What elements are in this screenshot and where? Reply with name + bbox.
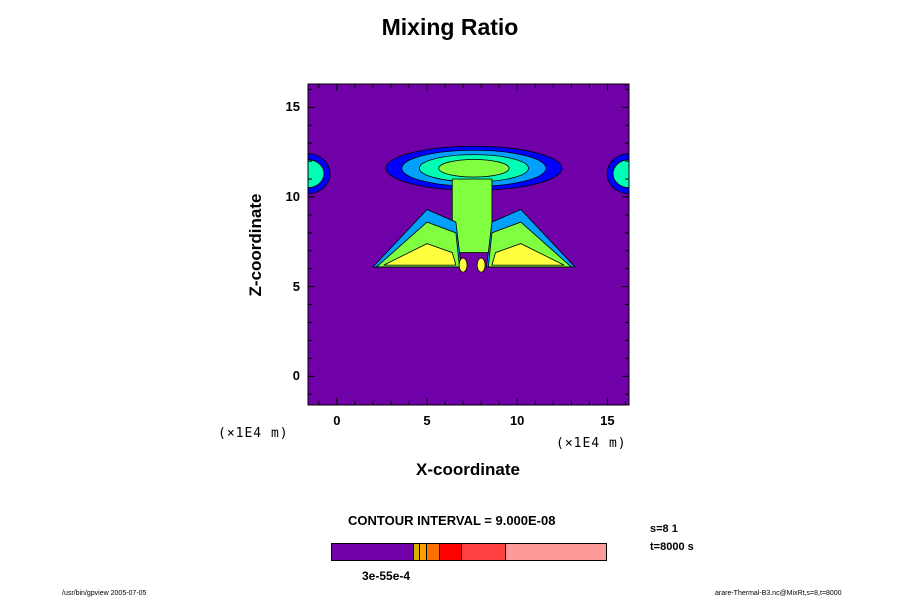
info-t: t=8000 s [650, 541, 694, 553]
x-tick-label: 0 [333, 413, 341, 428]
y-tick-label: 10 [285, 188, 300, 204]
plot-frame [307, 83, 630, 406]
y-tick-label: 0 [292, 368, 300, 384]
blob-right [476, 257, 486, 273]
y-axis-unit: (×1E4 m) [218, 426, 289, 441]
y-axis-label: Z-coordinate [246, 193, 265, 297]
contour-interval-text: CONTOUR INTERVAL = 9.000E-08 [348, 513, 556, 528]
anvil-band-3 [438, 159, 510, 178]
x-tick-label: 5 [423, 413, 431, 428]
colorbar-segment [426, 544, 441, 560]
colorbar-segment [414, 544, 421, 560]
colorbar-segment [440, 544, 463, 560]
right-wing-core [491, 243, 565, 266]
x-tick-label: 10 [509, 413, 525, 428]
edge-lobe-inner-right [612, 159, 629, 189]
info-s: s=8 1 [650, 523, 678, 535]
y-tick-label: 15 [285, 99, 300, 115]
chart-title: Mixing Ratio [381, 14, 519, 40]
edge-lobe-inner-left [308, 159, 325, 189]
colorbar-segment [420, 544, 427, 560]
colorbar-segment [505, 544, 606, 560]
contour-field [308, 145, 629, 273]
stem [451, 178, 493, 253]
footer-right: arare-Thermal-B3.nc@MixRt,s=8,t=8000 [715, 590, 842, 597]
x-axis-unit: (×1E4 m) [556, 436, 627, 451]
blob-left [458, 257, 468, 273]
colorbar-label: 3e-55e-4 [362, 569, 411, 583]
x-axis-label: X-coordinate [416, 460, 520, 479]
colorbar [331, 543, 607, 561]
x-tick-label: 15 [600, 413, 615, 428]
y-tick-label: 5 [292, 278, 300, 294]
footer-left: /usr/bin/gpview 2005-07-05 [62, 590, 147, 597]
colorbar-segment [462, 544, 506, 560]
left-wing-core [383, 243, 457, 266]
colorbar-segment [332, 544, 415, 560]
